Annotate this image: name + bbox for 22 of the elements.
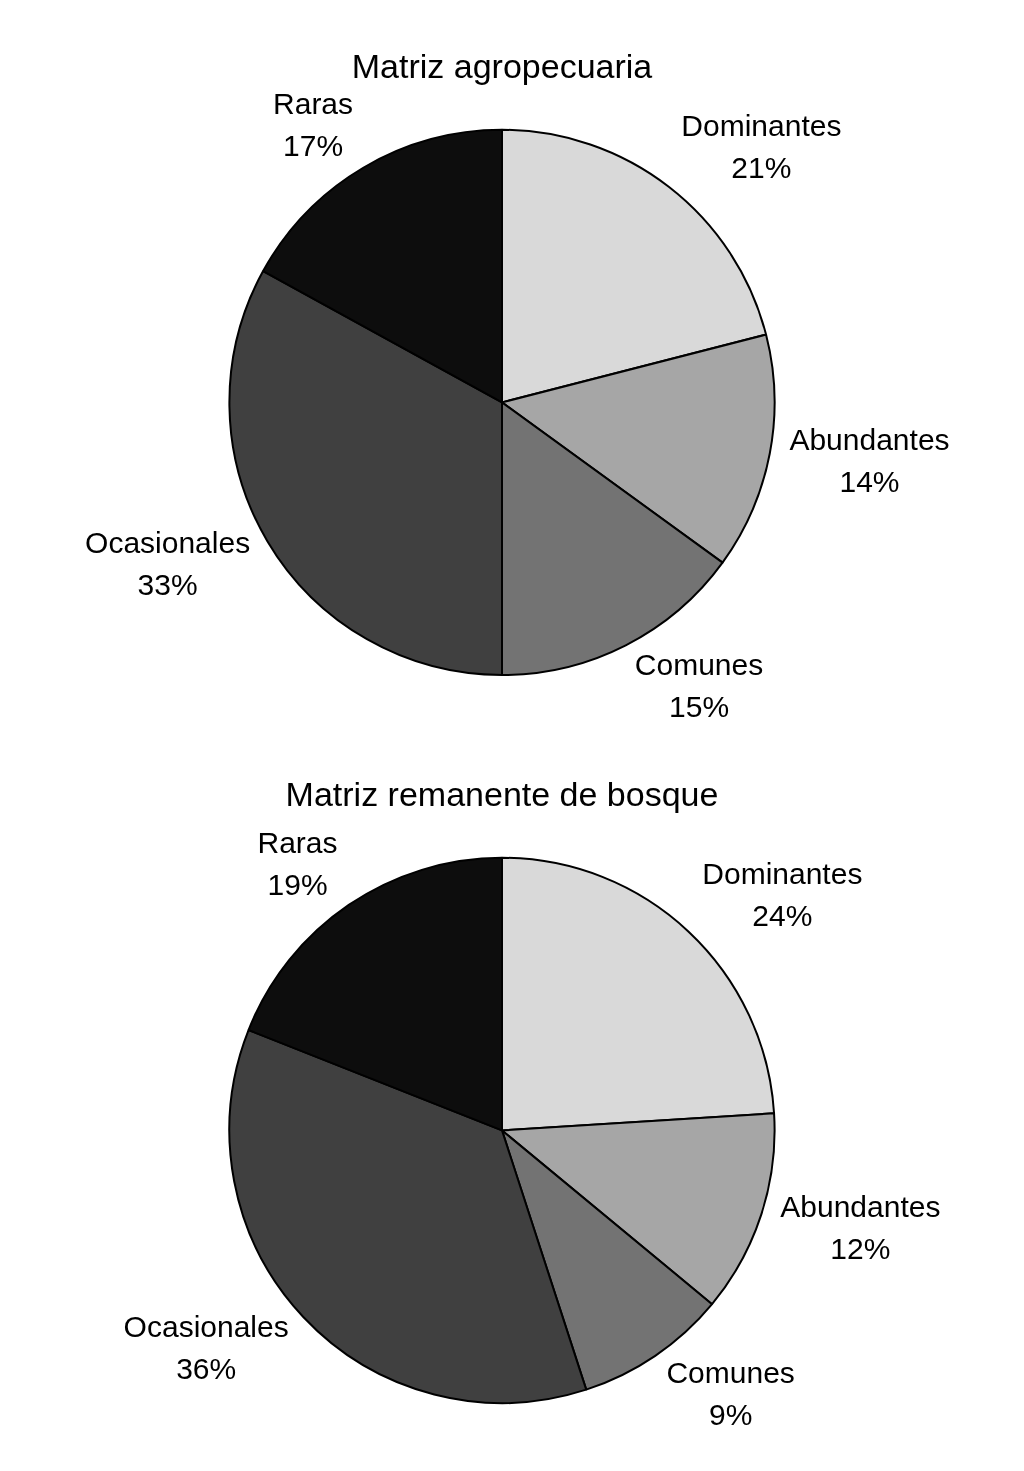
data-label: 12% [830, 1231, 891, 1265]
slice-label: Abundantes [789, 422, 950, 456]
data-label: 9% [708, 1397, 753, 1431]
slice-label: Dominantes [702, 856, 863, 890]
chart-title: Matriz agropecuaria [351, 46, 653, 85]
slice-label: Comunes [666, 1355, 795, 1389]
slice-label: Comunes [634, 648, 764, 682]
data-label: 19% [267, 867, 328, 901]
data-label: 14% [839, 464, 900, 498]
slice-label: Dominantes [681, 109, 842, 143]
data-label: 17% [283, 128, 344, 162]
slice-label: Raras [273, 86, 354, 120]
data-label: 15% [669, 690, 730, 724]
slice-label: Ocasionales [85, 525, 251, 559]
slice-label: Ocasionales [123, 1310, 289, 1344]
slice-label: Raras [257, 825, 338, 859]
data-label: 33% [137, 567, 198, 601]
data-label: 24% [752, 898, 813, 932]
slice-label: Abundantes [780, 1189, 941, 1223]
data-label: 21% [731, 151, 792, 185]
data-label: 36% [176, 1352, 237, 1386]
chart-title: Matriz remanente de bosque [285, 774, 719, 813]
